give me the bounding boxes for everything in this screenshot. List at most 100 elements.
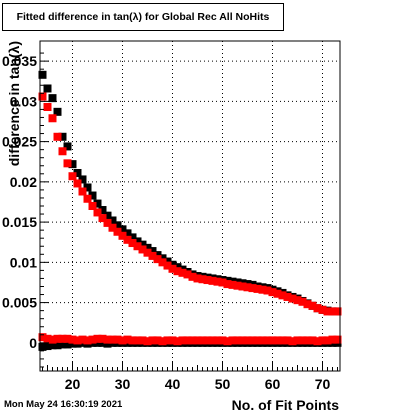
data-point-series-2-near-zero [68, 335, 77, 344]
series-group-near-zero [38, 333, 342, 351]
data-point-series-2-near-zero [248, 336, 257, 345]
data-point-series-1-main [78, 175, 87, 184]
data-point-series-2-main [168, 264, 177, 273]
data-point-series-2-main [263, 286, 272, 295]
data-point-series-1-main [158, 254, 167, 263]
data-point-series-1-near-zero [63, 340, 72, 349]
data-point-series-2-near-zero [323, 336, 332, 345]
data-point-series-2-near-zero [188, 336, 197, 345]
data-point-series-2-near-zero [298, 336, 307, 345]
data-point-series-2-near-zero [328, 335, 337, 344]
data-point-series-2-near-zero [113, 335, 122, 344]
data-point-series-2-main [308, 301, 317, 310]
data-point-series-2-near-zero [218, 336, 227, 345]
data-point-series-1-main [88, 191, 97, 200]
data-point-series-2-main [83, 194, 92, 203]
chart-title: Fitted difference in tan(λ) for Global R… [16, 11, 270, 23]
data-point-series-2-near-zero [148, 336, 157, 345]
data-point-series-2-near-zero [63, 334, 72, 343]
data-point-series-1-near-zero [68, 339, 77, 348]
data-point-series-2-main [228, 280, 237, 289]
data-point-series-2-near-zero [103, 335, 112, 344]
data-point-series-2-near-zero [268, 336, 277, 345]
data-point-series-1-main [168, 260, 177, 269]
data-point-series-2-main [213, 277, 222, 286]
data-point-series-2-near-zero [223, 337, 232, 346]
data-point-series-2-main [73, 179, 82, 188]
data-point-series-1-near-zero [103, 339, 112, 348]
data-point-series-2-near-zero [283, 336, 292, 345]
data-point-series-2-near-zero [173, 337, 182, 346]
data-point-series-2-near-zero [168, 336, 177, 345]
data-point-series-2-near-zero [163, 336, 172, 345]
data-point-series-2-main [108, 223, 117, 232]
data-point-series-2-main [38, 92, 47, 101]
data-point-series-2-main [313, 304, 322, 313]
data-point-series-2-near-zero [93, 334, 102, 343]
y-tick-label: 0.01 [10, 254, 37, 270]
data-point-series-2-main [253, 284, 262, 293]
data-point-series-2-main [188, 272, 197, 281]
data-point-series-2-near-zero [53, 334, 62, 343]
data-point-series-2-near-zero [73, 336, 82, 345]
data-point-series-2-near-zero [158, 337, 167, 346]
data-point-series-2-near-zero [78, 335, 87, 344]
data-point-series-2-near-zero [153, 336, 162, 345]
y-tick-label: 0.015 [2, 214, 37, 230]
data-point-series-2-main [333, 307, 342, 316]
data-point-series-2-near-zero [203, 336, 212, 345]
x-axis: 20 30 40 50 60 70 [42, 362, 338, 392]
data-point-series-2-near-zero [333, 335, 342, 344]
data-point-series-2-main [303, 300, 312, 309]
data-point-series-2-main [208, 276, 217, 285]
data-point-series-1-main [113, 221, 122, 230]
x-axis-label: No. of Fit Points [232, 397, 340, 413]
data-point-series-2-main [198, 275, 207, 284]
data-point-series-1-main [138, 240, 147, 249]
data-point-series-2-near-zero [193, 336, 202, 345]
y-axis-label: difference in tan(λ) [6, 41, 22, 166]
data-point-series-2-near-zero [243, 336, 252, 345]
data-point-series-2-near-zero [123, 335, 132, 344]
data-point-series-2-main [223, 280, 232, 289]
data-point-series-2-main [288, 294, 297, 303]
y-tick-label: 0.03 [10, 93, 37, 109]
data-point-series-2-near-zero [138, 336, 147, 345]
data-point-series-1-main [123, 229, 132, 238]
data-point-series-1-main [133, 237, 142, 246]
data-point-series-2-main [148, 251, 157, 260]
data-point-series-2-main [78, 187, 87, 196]
data-point-series-1-main [98, 206, 107, 215]
y-tick-label: 0.025 [2, 134, 37, 150]
data-point-series-2-near-zero [278, 336, 287, 345]
data-point-series-1-main [63, 142, 72, 151]
data-point-series-2-main [58, 147, 67, 156]
data-point-series-2-near-zero [118, 336, 127, 345]
data-point-series-2-main [248, 284, 257, 293]
data-point-series-1-main [148, 247, 157, 256]
y-axis: 0 0.005 0.01 0.015 0.02 0.025 0.03 0.035 [2, 52, 49, 368]
x-tick-label: 40 [165, 376, 181, 392]
data-point-series-1-main [118, 225, 127, 234]
data-point-series-1-main [153, 251, 162, 260]
data-point-series-1-main [143, 243, 152, 252]
data-point-series-2-near-zero [43, 334, 52, 343]
data-point-series-2-main [258, 285, 267, 294]
data-point-series-2-near-zero [258, 336, 267, 345]
data-point-series-2-main [133, 242, 142, 251]
data-point-series-1-near-zero [58, 340, 67, 349]
data-point-series-2-main [243, 283, 252, 292]
data-point-series-2-near-zero [83, 336, 92, 345]
x-tick-label: 30 [115, 376, 131, 392]
y-tick-label: 0.005 [2, 295, 37, 311]
data-point-series-2-main [273, 289, 282, 298]
data-point-series-2-near-zero [253, 336, 262, 345]
data-point-series-1-near-zero [48, 341, 57, 350]
data-point-series-1-near-zero [53, 341, 62, 350]
data-point-series-2-main [118, 231, 127, 240]
data-point-series-2-main [158, 258, 167, 267]
data-point-series-2-main [123, 235, 132, 244]
data-point-series-2-main [113, 227, 122, 236]
data-point-series-2-main [93, 208, 102, 217]
